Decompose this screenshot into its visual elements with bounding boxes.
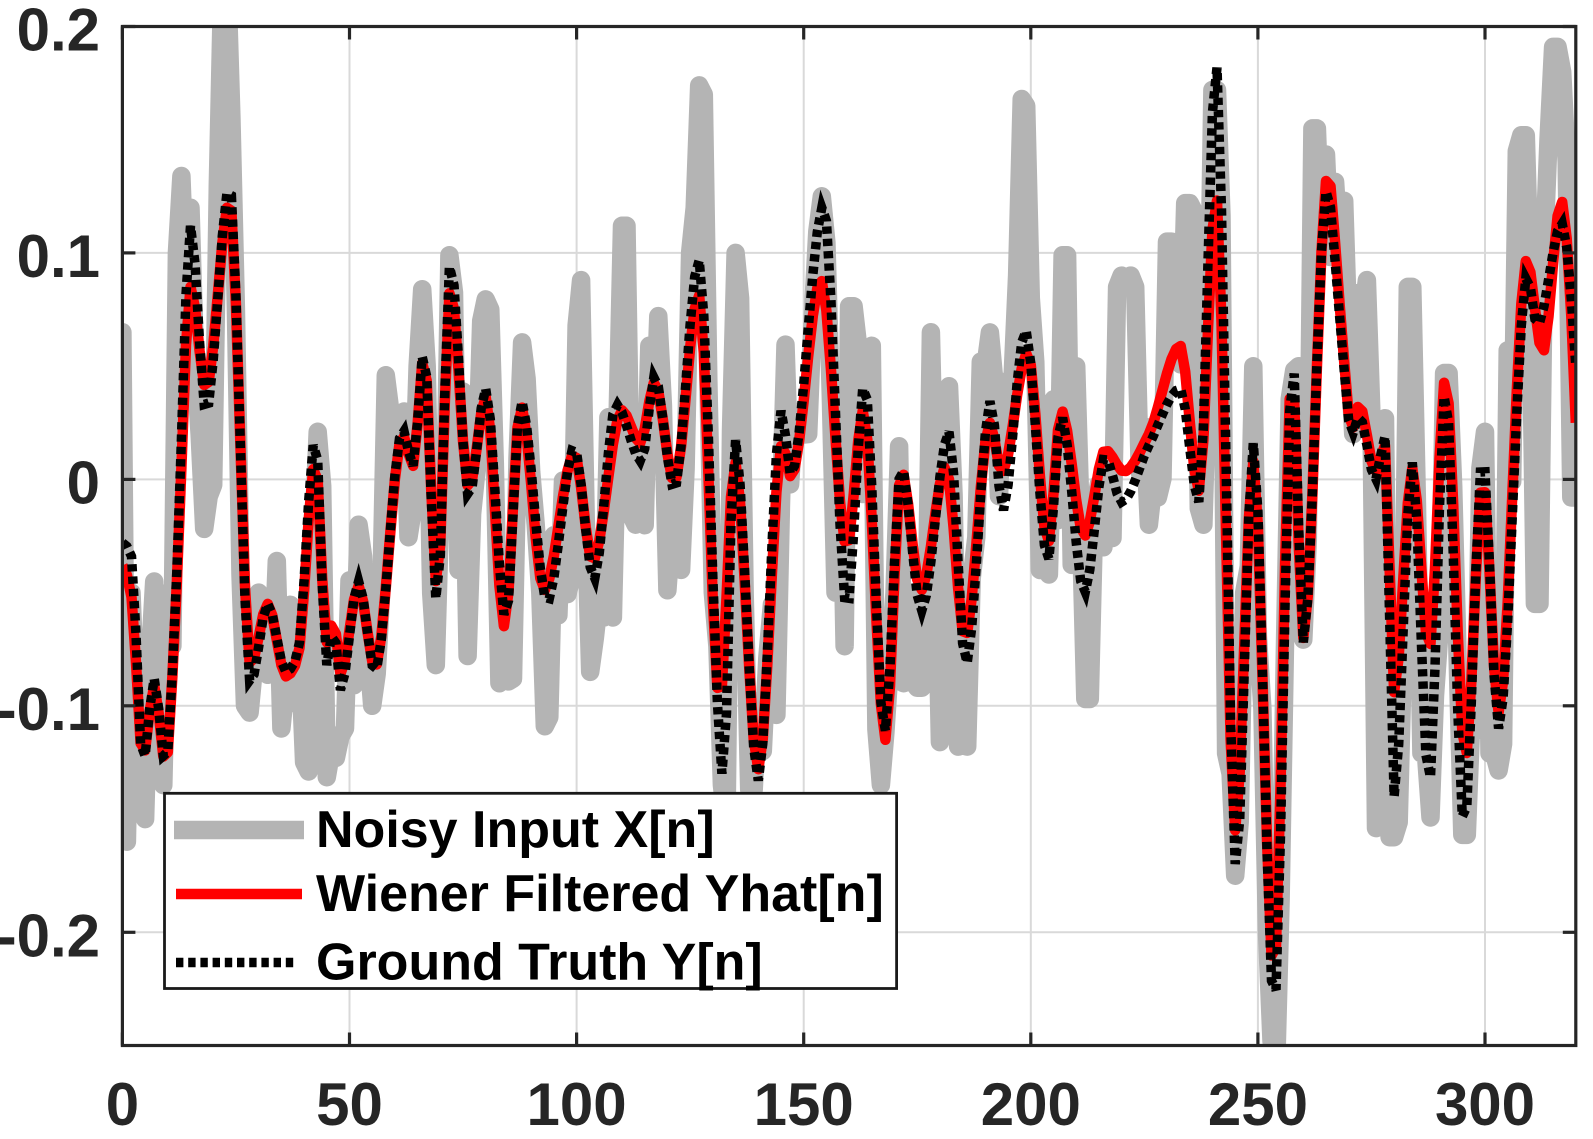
svg-text:Ground Truth Y[n]: Ground Truth Y[n] xyxy=(316,934,763,992)
svg-text:300: 300 xyxy=(1435,1071,1535,1134)
svg-text:100: 100 xyxy=(527,1071,627,1134)
svg-text:150: 150 xyxy=(754,1071,854,1134)
svg-text:0: 0 xyxy=(106,1071,139,1134)
svg-text:0.1: 0.1 xyxy=(17,223,100,290)
svg-text:0.2: 0.2 xyxy=(17,0,100,64)
svg-text:-0.2: -0.2 xyxy=(0,902,100,969)
svg-text:-0.1: -0.1 xyxy=(0,676,100,743)
svg-text:250: 250 xyxy=(1208,1071,1308,1134)
svg-text:Wiener Filtered Yhat[n]: Wiener Filtered Yhat[n] xyxy=(316,865,884,923)
svg-text:200: 200 xyxy=(981,1071,1081,1134)
svg-text:Noisy Input X[n]: Noisy Input X[n] xyxy=(316,801,715,859)
svg-text:50: 50 xyxy=(316,1071,383,1134)
svg-text:0: 0 xyxy=(67,449,100,516)
